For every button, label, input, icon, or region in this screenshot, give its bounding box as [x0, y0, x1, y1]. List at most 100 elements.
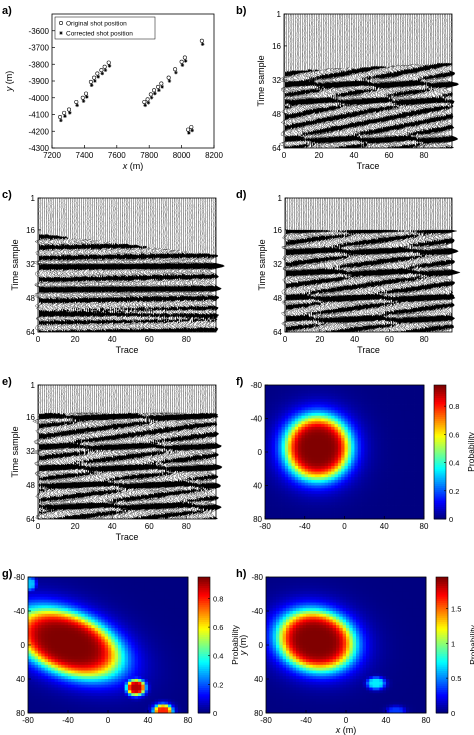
heatmap-cell: [278, 432, 282, 436]
trace-wiggle: [311, 197, 325, 333]
heatmap-cell: [138, 642, 142, 646]
heatmap-cell: [44, 608, 49, 612]
heatmap-cell: [94, 673, 99, 677]
trace-wiggle: [89, 384, 103, 520]
heatmap-cell: [48, 622, 52, 626]
x-tick-label: 0: [36, 522, 41, 531]
heatmap-cell: [384, 491, 388, 495]
heatmap-cell: [111, 696, 116, 700]
heatmap-cell: [334, 513, 339, 517]
heatmap-cell: [364, 424, 369, 428]
heatmap-cell: [71, 594, 76, 598]
heatmap-cell: [64, 701, 69, 705]
heatmap-cell: [265, 496, 269, 500]
heatmap-cell: [51, 707, 56, 711]
heatmap-cell: [288, 429, 292, 433]
heatmap-cell: [278, 485, 282, 489]
heatmap-cell: [304, 421, 309, 425]
heatmap-cell: [387, 457, 392, 461]
heatmap-cell: [54, 681, 59, 686]
heatmap-cell: [304, 387, 309, 391]
heatmap-cell: [414, 496, 418, 500]
heatmap-cell: [308, 449, 312, 453]
heatmap-cell: [78, 698, 82, 703]
heatmap-cell: [308, 510, 312, 514]
heatmap-cell: [361, 505, 365, 509]
heatmap-cell: [298, 491, 302, 495]
trace-wiggle: [383, 13, 396, 149]
heatmap-cell: [367, 404, 372, 408]
heatmap-cell: [31, 628, 36, 632]
heatmap-cell: [44, 664, 49, 669]
corrected-shot-point: [96, 75, 100, 79]
heatmap-cell: [311, 505, 316, 509]
heatmap-cell: [301, 452, 306, 456]
heatmap-cell: [121, 704, 126, 708]
heatmap-cell: [64, 605, 69, 609]
heatmap-cell: [41, 630, 46, 635]
heatmap-cell: [397, 432, 402, 436]
heatmap-cell: [38, 616, 42, 620]
heatmap-cell: [124, 613, 129, 618]
heatmap-cell: [134, 642, 139, 646]
heatmap-cell: [357, 460, 362, 464]
heatmap-cell: [351, 398, 355, 403]
heatmap-cell: [407, 429, 412, 433]
colorbar-step: [434, 456, 446, 459]
heatmap-cell: [334, 479, 339, 484]
heatmap-cell: [71, 613, 76, 618]
heatmap-cell: [28, 684, 32, 688]
heatmap-cell: [308, 505, 312, 509]
panel-letter: b): [236, 5, 247, 17]
heatmap-cell: [265, 491, 269, 495]
heatmap-cell: [400, 460, 405, 464]
heatmap-cell: [400, 479, 405, 484]
heatmap-cell: [407, 418, 412, 422]
heatmap-cell: [61, 670, 66, 674]
colorbar-step: [434, 485, 446, 489]
heatmap-cell: [321, 443, 326, 447]
heatmap-cell: [108, 701, 112, 705]
trace-wiggle: [388, 198, 401, 333]
heatmap-cell: [61, 633, 66, 637]
heatmap-cell: [354, 471, 359, 475]
heatmap-cell: [268, 424, 273, 428]
heatmap-cell: [91, 642, 96, 646]
heatmap-cell: [74, 622, 79, 626]
heatmap-cell: [311, 479, 316, 484]
heatmap-cell: [311, 421, 316, 425]
heatmap-cell: [274, 502, 279, 506]
heatmap-cell: [404, 482, 408, 486]
heatmap-cell: [334, 454, 339, 458]
heatmap-cell: [318, 491, 322, 495]
heatmap-cell: [410, 415, 415, 419]
heatmap-cell: [367, 393, 372, 397]
heatmap-cell: [417, 482, 422, 486]
heatmap-cell: [274, 415, 279, 419]
heatmap-cell: [138, 667, 142, 671]
heatmap-cell: [311, 446, 316, 450]
original-shot-point: [173, 67, 178, 72]
heatmap-cell: [361, 493, 365, 498]
heatmap-cell: [321, 507, 326, 512]
heatmap-cell: [417, 493, 422, 498]
heatmap-cell: [271, 396, 276, 400]
heatmap-cell: [271, 426, 276, 431]
heatmap-cell: [104, 622, 109, 626]
heatmap-cell: [371, 502, 375, 506]
heatmap-cell: [324, 496, 329, 500]
heatmap-cell: [281, 493, 286, 498]
y-tick-label: 16: [272, 42, 281, 51]
trace-wiggle: [421, 14, 435, 149]
heatmap-cell: [374, 477, 379, 481]
heatmap-cell: [91, 662, 96, 666]
heatmap-cell: [108, 616, 112, 620]
heatmap-cell: [361, 418, 365, 422]
heatmap-cell: [291, 396, 296, 400]
trace-fill: [398, 198, 405, 332]
heatmap-cell: [54, 696, 59, 700]
heatmap-cell: [98, 662, 102, 666]
heatmap-cell: [48, 596, 52, 601]
heatmap-cell: [291, 426, 296, 431]
heatmap-cell: [274, 418, 279, 422]
